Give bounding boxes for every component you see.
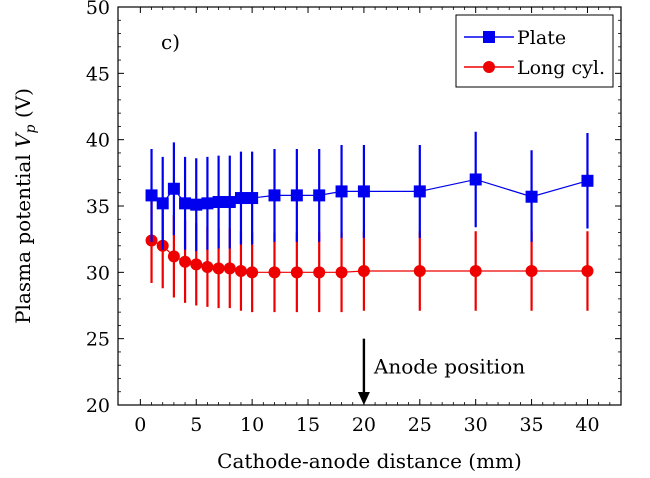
legend-item-plate: Plate xyxy=(464,27,566,49)
data-point xyxy=(179,255,192,268)
legend-marker xyxy=(483,61,495,73)
y-axis-title-main: Plasma potential xyxy=(11,148,35,324)
data-point xyxy=(234,265,247,278)
data-point xyxy=(190,198,203,211)
data-point xyxy=(335,185,348,198)
data-point xyxy=(290,266,303,279)
data-point xyxy=(223,196,236,209)
y-tick-label: 45 xyxy=(86,63,110,85)
y-tick-label: 50 xyxy=(86,0,110,19)
data-point xyxy=(469,265,482,278)
y-tick-label: 20 xyxy=(86,395,110,417)
x-tick-label: 10 xyxy=(240,414,264,436)
y-axis-title-symbol: V xyxy=(11,131,35,148)
legend-box xyxy=(455,14,614,88)
data-point xyxy=(179,197,192,210)
data-point xyxy=(212,196,225,209)
x-tick-labels: 0 5 10 15 20 25 30 35 40 xyxy=(134,414,599,436)
x-tick-label: 15 xyxy=(296,414,320,436)
y-tick-label: 30 xyxy=(86,262,110,284)
y-tick-label: 35 xyxy=(86,196,110,218)
x-tick-label: 5 xyxy=(190,414,202,436)
data-point xyxy=(357,265,370,278)
legend-label: Long cyl. xyxy=(517,57,605,79)
legend-item-long-cyl: Long cyl. xyxy=(464,57,605,79)
data-point xyxy=(413,265,426,278)
y-axis-title-subscript: p xyxy=(23,124,39,133)
y-tick-labels: 20 25 30 35 40 45 50 xyxy=(86,0,110,417)
x-tick-label: 0 xyxy=(134,414,146,436)
data-point xyxy=(581,174,594,187)
x-tick-label: 35 xyxy=(519,414,543,436)
series-layer xyxy=(145,131,594,313)
annotation-arrow-head xyxy=(357,392,370,405)
data-point xyxy=(268,189,281,202)
series-plate xyxy=(145,131,594,252)
y-axis-title-unit: (V) xyxy=(11,88,35,124)
x-tick-label: 25 xyxy=(408,414,432,436)
legend-label: Plate xyxy=(517,27,566,49)
data-point xyxy=(413,185,426,198)
data-point xyxy=(212,262,225,275)
y-tick-label: 40 xyxy=(86,130,110,152)
y-axis-title: Plasma potential Vp (V) xyxy=(11,88,39,324)
legend-items: Plate Long cyl. xyxy=(464,27,605,79)
x-tick-label: 40 xyxy=(575,414,599,436)
x-tick-label: 20 xyxy=(352,414,376,436)
legend-marker xyxy=(483,31,495,43)
data-point xyxy=(335,266,348,279)
data-point xyxy=(223,262,236,275)
series-long-cyl xyxy=(145,198,594,313)
data-point xyxy=(167,250,180,263)
data-point xyxy=(581,265,594,278)
data-point xyxy=(145,189,158,202)
data-point xyxy=(234,192,247,205)
data-point xyxy=(525,190,538,203)
y-tick-label: 25 xyxy=(86,329,110,351)
data-point xyxy=(525,265,538,278)
data-point xyxy=(156,197,169,210)
x-axis-title: Cathode-anode distance (mm) xyxy=(217,449,522,473)
data-point xyxy=(290,189,303,202)
data-point xyxy=(190,258,203,271)
data-point xyxy=(201,261,214,274)
anode-annotation: Anode position xyxy=(357,338,525,405)
data-point xyxy=(469,173,482,186)
data-point xyxy=(313,189,326,202)
data-point xyxy=(201,197,214,210)
data-point xyxy=(246,192,259,205)
x-tick-label: 30 xyxy=(464,414,488,436)
annotation-text: Anode position xyxy=(373,355,525,379)
axis-ticks xyxy=(118,6,621,406)
legend: Plate Long cyl. xyxy=(455,14,614,88)
data-point xyxy=(268,266,281,279)
data-point xyxy=(167,182,180,195)
data-point xyxy=(313,266,326,279)
panel-label: c) xyxy=(161,30,180,54)
data-point xyxy=(357,185,370,198)
data-point xyxy=(246,266,259,279)
